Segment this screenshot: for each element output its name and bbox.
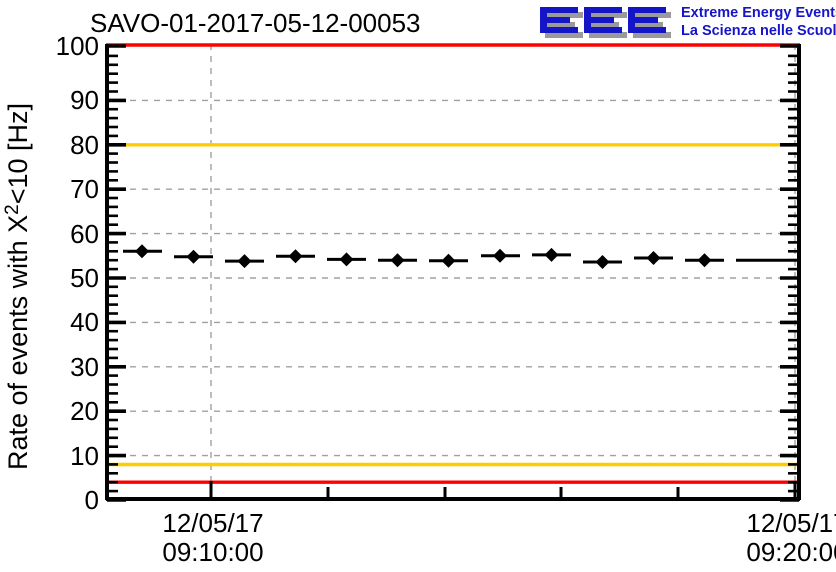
data-point bbox=[646, 251, 661, 265]
data-point bbox=[595, 255, 610, 269]
y-tick-label-70: 70 bbox=[70, 174, 99, 204]
y-major-ticks-left bbox=[107, 44, 126, 502]
y-axis-title: Rate of events with X2<10 [Hz] bbox=[2, 103, 33, 470]
data-point bbox=[288, 249, 303, 264]
y-tick-label-10: 10 bbox=[70, 441, 99, 471]
data-point bbox=[493, 248, 507, 263]
y-minor-ticks-left bbox=[107, 54, 118, 493]
x-tick-label-1-time: 09:10:00 bbox=[162, 537, 263, 567]
threshold-lines bbox=[106, 43, 800, 484]
plot-area-background bbox=[106, 44, 800, 500]
data-point bbox=[544, 247, 559, 262]
y-axis-title-text: Rate of events with X2<10 [Hz] bbox=[2, 103, 33, 470]
x-tick-label-2-time: 09:20:00 bbox=[746, 537, 836, 567]
y-tick-label-30: 30 bbox=[70, 352, 99, 382]
logo-line-2: La Scienza nelle Scuole bbox=[681, 23, 836, 39]
y-minor-ticks-right bbox=[788, 54, 799, 493]
x-axis-ticks bbox=[105, 481, 797, 499]
y-tick-label-100: 100 bbox=[56, 31, 99, 61]
y-tick-label-20: 20 bbox=[70, 396, 99, 426]
eee-logo-shadow bbox=[545, 12, 671, 38]
x-tick-label-1-date: 12/05/17 bbox=[162, 508, 263, 538]
y-tick-label-0: 0 bbox=[85, 485, 99, 515]
data-point bbox=[186, 249, 201, 264]
data-point bbox=[339, 252, 354, 267]
y-tick-label-80: 80 bbox=[70, 130, 99, 160]
axis-frame bbox=[105, 44, 801, 501]
y-tick-label-60: 60 bbox=[70, 219, 99, 249]
y-tick-label-50: 50 bbox=[70, 263, 99, 293]
page-title: SAVO-01-2017-05-12-00053 bbox=[90, 8, 421, 38]
logo-line-1: Extreme Energy Events bbox=[681, 5, 836, 21]
y-axis-ticks bbox=[107, 44, 799, 502]
y-major-ticks-right bbox=[780, 44, 799, 502]
eee-logo-mark bbox=[540, 7, 666, 33]
x-axis-tick-labels: 12/05/17 09:10:00 12/05/17 09:20:00 bbox=[162, 508, 836, 567]
data-point bbox=[135, 244, 149, 259]
data-point bbox=[237, 254, 252, 269]
x-tick-label-2-date: 12/05/17 bbox=[746, 508, 836, 538]
data-point bbox=[697, 253, 712, 268]
data-point bbox=[390, 253, 405, 268]
y-axis-tick-labels: 0 10 20 30 40 50 60 70 80 90 100 bbox=[56, 31, 99, 515]
y-tick-label-40: 40 bbox=[70, 307, 99, 337]
data-point bbox=[441, 253, 456, 268]
data-series bbox=[123, 244, 800, 269]
eee-logo: Extreme Energy Events La Scienza nelle S… bbox=[540, 5, 836, 39]
y-tick-label-90: 90 bbox=[70, 85, 99, 115]
